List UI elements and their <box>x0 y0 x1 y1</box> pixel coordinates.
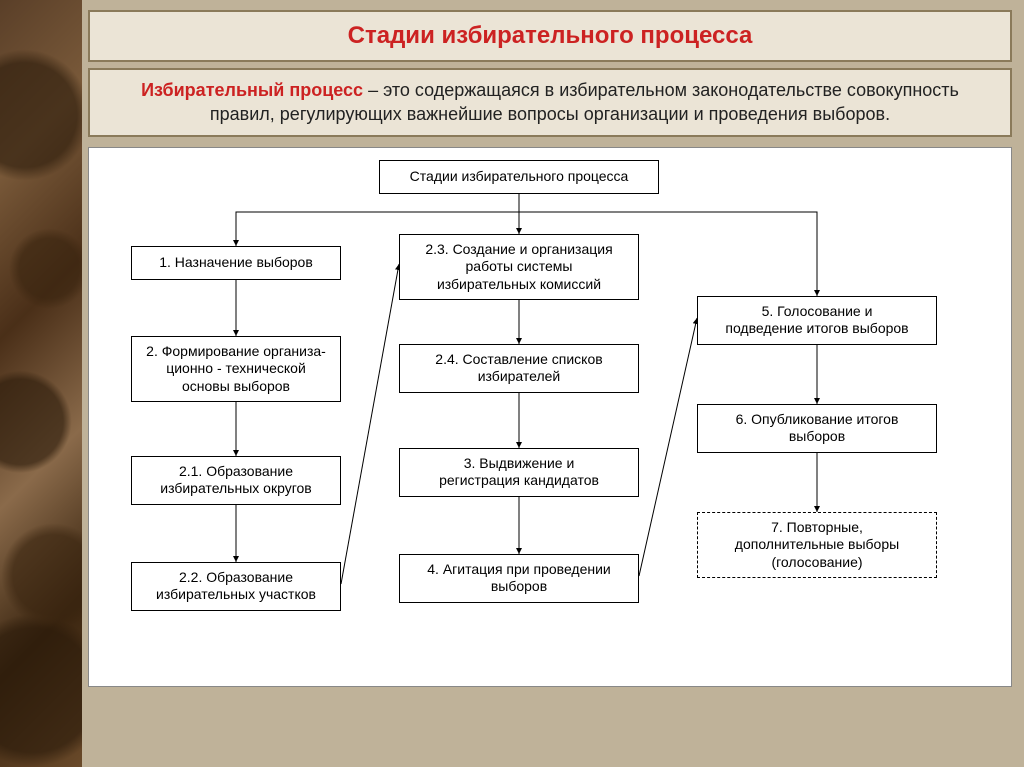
flowchart-node-n5: 5. Голосование иподведение итогов выборо… <box>697 296 937 345</box>
flowchart-node-n21: 2.1. Образованиеизбирательных округов <box>131 456 341 505</box>
flowchart-node-label: 4. Агитация при проведениивыборов <box>427 561 611 596</box>
flowchart-node-n2: 2. Формирование организа-ционно - технич… <box>131 336 341 403</box>
flowchart-node-label: 1. Назначение выборов <box>159 254 313 272</box>
flowchart-edge-n4-n5 <box>639 318 697 576</box>
flowchart-node-n22: 2.2. Образованиеизбирательных участков <box>131 562 341 611</box>
flowchart-node-label: Стадии избирательного процесса <box>410 168 629 186</box>
flowchart-node-label: 3. Выдвижение ирегистрация кандидатов <box>439 455 599 490</box>
title-panel: Стадии избирательного процесса <box>88 10 1012 62</box>
flowchart-node-n6: 6. Опубликование итоговвыборов <box>697 404 937 453</box>
flowchart-node-header: Стадии избирательного процесса <box>379 160 659 194</box>
flowchart-node-n23: 2.3. Создание и организацияработы систем… <box>399 234 639 301</box>
content-area: Стадии избирательного процесса Избирател… <box>82 0 1024 767</box>
definition-text: Избирательный процесс – это содержащаяся… <box>110 78 990 127</box>
definition-panel: Избирательный процесс – это содержащаяся… <box>88 68 1012 137</box>
flowchart-node-label: 2.2. Образованиеизбирательных участков <box>156 569 316 604</box>
flowchart-node-n1: 1. Назначение выборов <box>131 246 341 280</box>
flowchart-node-label: 2.4. Составление списковизбирателей <box>435 351 602 386</box>
flowchart-edge-n22-n23 <box>341 264 399 584</box>
slide-frame: Стадии избирательного процесса Избирател… <box>0 0 1024 767</box>
definition-term: Избирательный процесс <box>141 80 363 100</box>
flowchart-node-n7: 7. Повторные,дополнительные выборы(голос… <box>697 512 937 579</box>
flowchart-node-n24: 2.4. Составление списковизбирателей <box>399 344 639 393</box>
flowchart-node-label: 6. Опубликование итоговвыборов <box>736 411 899 446</box>
flowchart-node-label: 7. Повторные,дополнительные выборы(голос… <box>735 519 899 572</box>
flowchart-node-n4: 4. Агитация при проведениивыборов <box>399 554 639 603</box>
flowchart-node-n3: 3. Выдвижение ирегистрация кандидатов <box>399 448 639 497</box>
flowchart-node-label: 2.3. Создание и организацияработы систем… <box>425 241 612 294</box>
decorative-sidebar <box>0 0 82 767</box>
slide-title: Стадии избирательного процесса <box>100 22 1000 50</box>
flowchart-node-label: 5. Голосование иподведение итогов выборо… <box>725 303 908 338</box>
flowchart-node-label: 2. Формирование организа-ционно - технич… <box>146 343 326 396</box>
flowchart-node-label: 2.1. Образованиеизбирательных округов <box>160 463 311 498</box>
flowchart-container: Стадии избирательного процесса 1. Назначе… <box>88 147 1012 687</box>
